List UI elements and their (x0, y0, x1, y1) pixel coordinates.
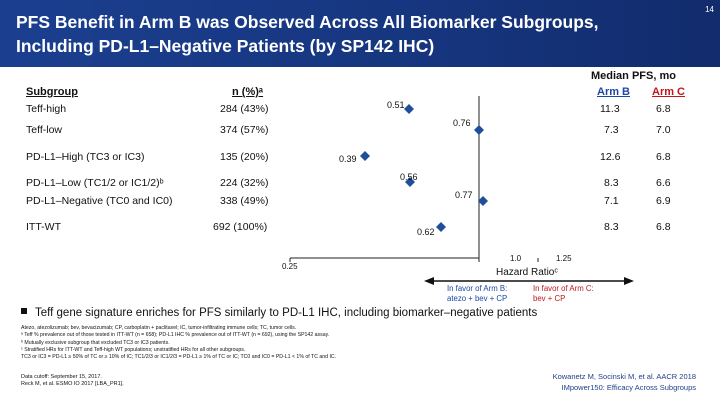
arm-c-itt-wt: 6.8 (656, 221, 671, 233)
subgroup-pdl1-negative: PD-L1–Negative (TC0 and IC0) (26, 195, 173, 207)
data-cutoff: Data cutoff: September 15, 2017. Reck M,… (21, 374, 124, 389)
citation-study: IMpower150: Efficacy Across Subgroups (561, 383, 696, 392)
arm-c-teff-high: 6.8 (656, 103, 671, 115)
slide-number: 14 (705, 5, 714, 14)
hr-value-pdl1-low: 0.56 (400, 172, 418, 182)
subgroup-itt-wt: ITT-WT (26, 221, 61, 233)
n-header: n (%)ᵃ (232, 86, 264, 98)
footnote-abbreviations: Atezo, atezolizumab; bev, bevacizumab; C… (21, 325, 297, 331)
arm-c-pdl1-high: 6.8 (656, 151, 671, 163)
arm-c-header: Arm C (652, 86, 686, 98)
hr-marker-pdl1-low (405, 177, 415, 187)
key-point-text: Teff gene signature enriches for PFS sim… (35, 307, 538, 319)
arm-c-pdl1-negative: 6.9 (656, 195, 671, 207)
subgroup-header: Subgroup (26, 86, 78, 98)
arm-b-teff-high: 11.3 (600, 103, 620, 115)
footnote-definitions: TC3 or IC3 = PD-L1 ≥ 50% of TC or ≥ 10% … (21, 354, 337, 361)
arm-c-teff-low: 7.0 (656, 124, 671, 136)
favor-arm-c: In favor of Arm C: bev + CP (533, 284, 594, 303)
n-pdl1-high: 135 (20%) (220, 151, 269, 163)
favor-arm-b-line1: In favor of Arm B: (447, 284, 508, 293)
hr-marker-teff-high (404, 104, 414, 114)
favor-arm-b: In favor of Arm B: atezo + bev + CP (447, 284, 507, 303)
hr-value-pdl1-negative: 0.77 (455, 190, 473, 200)
n-pdl1-low: 224 (32%) (220, 177, 269, 189)
footnote-b: ᵇ Mutually exclusive subgroup that exclu… (21, 339, 170, 346)
slide-title: PFS Benefit in Arm B was Observed Across… (16, 12, 599, 56)
arm-b-pdl1-negative: 7.1 (604, 195, 619, 207)
n-teff-low: 374 (57%) (220, 124, 269, 136)
favor-arm-c-line1: In favor of Arm C: (533, 284, 594, 293)
data-cutoff-date: Data cutoff: September 15, 2017. (21, 374, 102, 380)
subgroup-pdl1-low: PD-L1–Low (TC1/2 or IC1/2)ᵇ (26, 177, 164, 189)
subgroup-pdl1-high: PD-L1–High (TC3 or IC3) (26, 151, 145, 163)
arm-b-pdl1-low: 8.3 (604, 177, 619, 189)
favor-arm-b-line2: atezo + bev + CP (447, 293, 508, 303)
bullet-icon (21, 308, 27, 314)
footnote-c: ᶜ Stratified HRs for ITT-WT and Teff-hig… (21, 346, 246, 353)
hr-marker-teff-low (474, 125, 484, 135)
data-cutoff-ref: Reck M, et al. ESMO IO 2017 [LBA_PR1]. (21, 381, 124, 388)
arm-b-itt-wt: 8.3 (604, 221, 619, 233)
median-pfs-header: Median PFS, mo (591, 70, 676, 82)
hr-marker-itt-wt (436, 222, 446, 232)
citation: Kowanetz M, Socinski M, et al. AACR 2018… (553, 371, 696, 393)
favor-arm-c-line2: bev + CP (533, 293, 566, 303)
hr-value-teff-high: 0.51 (387, 100, 405, 110)
n-itt-wt: 692 (100%) (213, 221, 268, 233)
arm-b-pdl1-high: 12.6 (600, 151, 621, 163)
n-teff-high: 284 (43%) (220, 103, 269, 115)
slide-header: PFS Benefit in Arm B was Observed Across… (0, 0, 720, 67)
arm-b-teff-low: 7.3 (604, 124, 619, 136)
axis-tick-label-low: 0.25 (282, 262, 298, 271)
citation-authors: Kowanetz M, Socinski M, et al. AACR 2018 (552, 372, 696, 381)
hr-value-teff-low: 0.76 (453, 118, 471, 128)
arm-b-header: Arm B (597, 86, 631, 98)
arm-c-pdl1-low: 6.6 (656, 177, 671, 189)
footnotes: Atezo, atezolizumab; bev, bevacizumab; C… (21, 325, 336, 361)
subgroup-teff-high: Teff-high (26, 103, 67, 115)
footnote-a: ᵃ Teff % prevalence out of those tested … (21, 332, 330, 339)
hr-marker-pdl1-high (360, 151, 370, 161)
favor-arrow (424, 277, 634, 285)
subgroup-teff-low: Teff-low (26, 124, 62, 136)
hr-value-pdl1-high: 0.39 (339, 154, 357, 164)
axis-tick-label-1: 1.0 (510, 254, 522, 263)
hr-value-itt-wt: 0.62 (417, 227, 435, 237)
axis-tick-label-high: 1.25 (556, 254, 572, 263)
axis-label: Hazard Ratioᶜ (496, 267, 558, 278)
hr-marker-pdl1-negative (478, 196, 488, 206)
n-pdl1-negative: 338 (49%) (220, 195, 269, 207)
key-point: Teff gene signature enriches for PFS sim… (21, 307, 537, 319)
